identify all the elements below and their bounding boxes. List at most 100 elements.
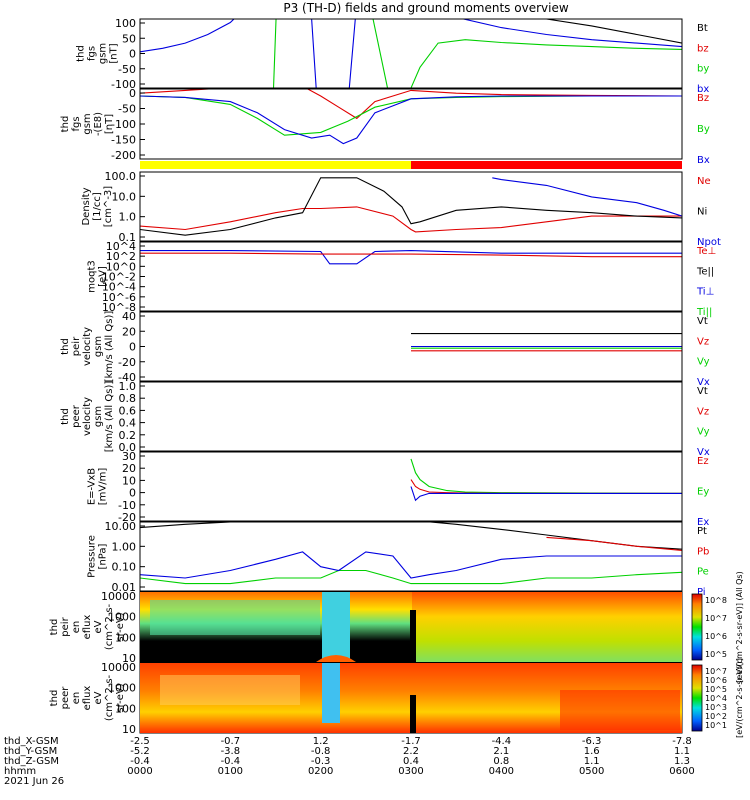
legend-entry: Vt	[697, 316, 708, 327]
legend-entry: Te||	[696, 266, 714, 277]
y-axis-label: (cm^2-s-	[104, 674, 115, 721]
y-tick-label: 0.8	[119, 392, 137, 405]
legend-entry: Vz	[697, 336, 709, 347]
y-axis-label: en	[71, 621, 82, 634]
panel-peer-velocity: 1.00.80.60.40.20.0 thd peer velocity gsm [km/…	[60, 380, 710, 458]
y-axis-label: (cm^2-s-	[104, 603, 115, 650]
y-axis-label: Density	[81, 187, 92, 225]
series-by-line	[272, 19, 682, 88]
y-tick-label: 40	[122, 310, 136, 323]
footer-label: hhmm	[4, 766, 36, 777]
y-tick-label: 10000	[101, 661, 136, 674]
footer-value: -0.7	[221, 736, 241, 747]
y-tick-label: -150	[111, 134, 136, 147]
y-axis-label: [km/s (All Qs)]	[104, 311, 115, 383]
y-tick-label: 0.2	[119, 429, 137, 442]
legend-entry: Npot	[697, 237, 721, 248]
legend-entry: Vy	[697, 357, 710, 368]
footer-value: 0100	[218, 766, 243, 777]
footer-value: 1.6	[584, 746, 600, 757]
y-tick-label: 0	[129, 487, 136, 500]
mode-bar-segment	[411, 161, 682, 169]
y-tick-label: 0.4	[119, 417, 137, 430]
panel-temperature: 10^410^210^010^-210^-410^-610^-8 moqt3 [eV…	[87, 240, 717, 318]
panel-fgs: 100 50 0 -50 -100 thd fgs gsm [nT] Bt bz by bx	[76, 17, 710, 95]
y-tick-label: -100	[111, 118, 136, 131]
y-axis-label: [eV]	[98, 266, 109, 287]
colorbar-label: [eV/(cm^2-s-sr-eV)]	[735, 658, 744, 738]
series-npot-line	[492, 177, 682, 217]
y-axis-label: Pressure	[87, 535, 98, 578]
y-axis-label: fgs	[71, 116, 82, 131]
y-axis-label: thd	[60, 338, 71, 355]
footer-value: 0500	[579, 766, 604, 777]
y-tick-label: 100.0	[105, 170, 137, 183]
legend-entry: Bx	[697, 155, 710, 166]
y-axis-label: [cm^-3]	[103, 186, 114, 227]
panel-pressure: 10.00 1.00 0.10 0.01 Pressure [nPa] Pt Pb Pe Pi	[87, 520, 710, 598]
y-axis-label: moqt3	[87, 260, 98, 293]
colorbar	[691, 664, 703, 732]
legend-entry: Pt	[697, 526, 707, 537]
y-tick-label: -20	[118, 511, 136, 524]
y-axis-label: eV	[93, 620, 104, 633]
y-axis-label: velocity	[82, 397, 93, 436]
y-tick-label: 0.10	[112, 561, 137, 574]
panel-peir-velocity: 40 20 0 -20 -40 thd peir velocity gsm [km/s (All …	[60, 310, 710, 388]
y-axis-label: velocity	[82, 327, 93, 366]
series-bt-line	[140, 19, 682, 44]
colorbar-tick-label: 10^6	[705, 632, 727, 641]
y-axis-label: peir	[71, 336, 82, 356]
footer-value: -3.8	[221, 746, 241, 757]
series-ti-line	[140, 250, 682, 265]
y-axis-label: fgs	[87, 46, 98, 61]
footer-label: thd_X-GSM	[4, 736, 59, 747]
legend-entry: by	[697, 64, 709, 75]
y-axis-label: sr-eV)	[115, 683, 126, 712]
footer-value: 2.1	[493, 746, 509, 757]
legend-entry: Pi	[697, 587, 706, 598]
legend-entry: By	[697, 124, 710, 135]
y-tick-label: -200	[111, 149, 136, 162]
y-tick-label: 100	[115, 702, 136, 715]
series-pe-line	[140, 569, 682, 585]
y-tick-label: 30	[122, 450, 136, 463]
legend-entry: Vy	[697, 427, 710, 438]
legend-entry: Ti||	[696, 307, 712, 318]
series-bz-line	[140, 89, 682, 120]
colorbar-tick-label: 10^5	[705, 685, 727, 694]
y-axis-label: thd	[76, 45, 87, 62]
y-tick-label: 100	[115, 631, 136, 644]
legend-entry: Ti⊥	[696, 287, 714, 298]
y-tick-label: 10	[122, 474, 136, 487]
y-axis-label: peer	[71, 404, 82, 428]
legend-entry: bz	[697, 43, 709, 54]
legend-entry: Ni	[697, 207, 707, 218]
footer-value: -2.5	[130, 736, 150, 747]
colorbar-tick-label: 10^1	[705, 721, 727, 730]
panel-frame	[139, 381, 683, 452]
y-tick-label: 1.00	[112, 540, 137, 553]
y-tick-label: -10	[118, 499, 136, 512]
footer-value: -0.4	[130, 756, 150, 767]
y-axis-label: -(E8)	[93, 112, 104, 136]
figure-title: P3 (TH-D) fields and ground moments over…	[283, 1, 568, 15]
y-axis-label: peir	[60, 616, 71, 636]
colorbar-tick-label: 10^8	[705, 596, 727, 605]
footer-value: 1.3	[674, 756, 690, 767]
colorbar-tick-label: 10^4	[705, 694, 727, 703]
y-axis-label: E=-VxB	[87, 468, 98, 505]
y-tick-label: 10^2	[106, 250, 136, 263]
y-tick-label: 10000	[101, 590, 136, 603]
spectrogram-peir	[140, 592, 682, 662]
legend-entry: Te⊥	[696, 246, 716, 257]
y-tick-label: 10.00	[105, 520, 137, 533]
footer-value: -6.3	[582, 736, 602, 747]
series-pb-line	[546, 536, 682, 551]
legend-entry: Vx	[697, 377, 710, 388]
legend-entry: Ez	[697, 456, 709, 467]
y-axis-label: gsm	[93, 406, 104, 427]
y-axis-label: gsm	[93, 336, 104, 357]
y-axis-label: [nT]	[109, 43, 120, 63]
